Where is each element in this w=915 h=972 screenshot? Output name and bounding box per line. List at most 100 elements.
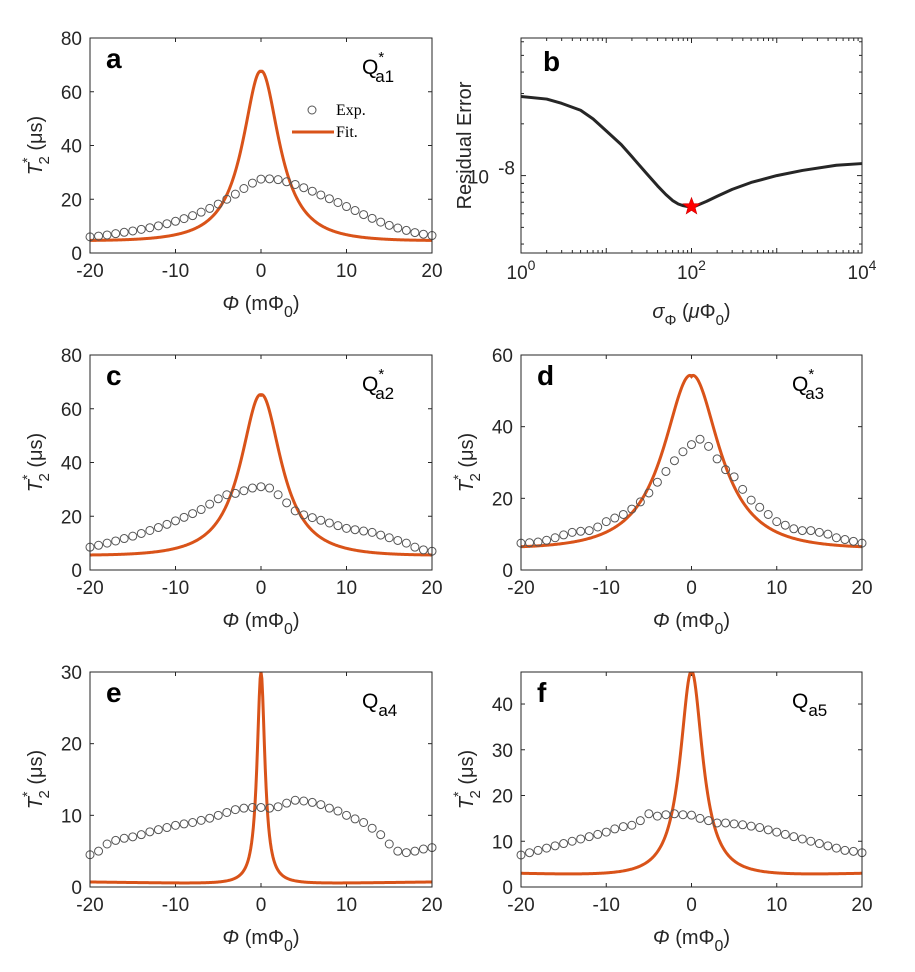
exp-point bbox=[239, 184, 249, 193]
exp-point bbox=[213, 810, 223, 820]
exp-point bbox=[635, 816, 645, 826]
exp-point bbox=[806, 836, 816, 846]
x-axis-label-rest: (mΦ bbox=[239, 927, 284, 949]
exp-point bbox=[367, 213, 377, 223]
exp-point bbox=[205, 813, 215, 823]
exp-point bbox=[584, 832, 594, 842]
qubit-label: Qa5 bbox=[792, 690, 827, 720]
x-axis-label-mu: μ bbox=[688, 301, 700, 323]
exp-point bbox=[669, 809, 679, 819]
y-tick-label: 20 bbox=[61, 507, 82, 528]
exp-point bbox=[384, 533, 394, 543]
exp-point bbox=[652, 477, 662, 487]
legend-fit-label: Fit. bbox=[336, 124, 358, 141]
exp-point bbox=[162, 823, 172, 833]
qubit-label-sub: a3 bbox=[805, 384, 824, 403]
exp-point bbox=[840, 845, 850, 855]
exp-point bbox=[669, 456, 679, 466]
qubit-label-sub: a4 bbox=[378, 701, 397, 720]
exp-point bbox=[687, 440, 696, 450]
exp-point bbox=[247, 483, 257, 493]
x-axis-label-close: ) bbox=[723, 927, 730, 949]
exp-point bbox=[119, 227, 129, 237]
y-axis-label-sub: 2 bbox=[36, 156, 53, 164]
exp-point bbox=[111, 536, 121, 546]
y-axis-label-text: Residual Error bbox=[454, 81, 476, 209]
x-axis-label-close: ) bbox=[293, 293, 300, 315]
exp-point bbox=[359, 818, 369, 827]
exp-point bbox=[179, 512, 189, 522]
exp-point bbox=[618, 822, 628, 832]
y-axis-label-sub: 2 bbox=[467, 790, 484, 798]
exp-point bbox=[119, 534, 129, 544]
exp-point bbox=[687, 810, 696, 820]
exp-point bbox=[542, 535, 552, 545]
exp-point bbox=[384, 839, 394, 849]
exp-point bbox=[712, 454, 722, 464]
panel-letter: e bbox=[106, 677, 122, 708]
y-axis-label-sup: * bbox=[450, 791, 466, 797]
exp-point bbox=[401, 538, 411, 548]
panel-letter: d bbox=[537, 360, 554, 391]
exp-point bbox=[299, 510, 309, 520]
y-axis-label: T*2 (μs) bbox=[19, 750, 53, 809]
exp-point bbox=[282, 177, 292, 187]
exp-point bbox=[840, 535, 850, 545]
x-tick-label: -10 bbox=[162, 261, 189, 282]
exp-point bbox=[393, 223, 403, 233]
exp-point bbox=[755, 502, 765, 512]
panel-letter: f bbox=[537, 677, 547, 708]
exp-point bbox=[401, 225, 411, 235]
exp-point bbox=[401, 848, 411, 858]
exp-point bbox=[307, 186, 317, 196]
y-tick-label: 10 bbox=[468, 168, 489, 189]
exp-point bbox=[797, 834, 807, 844]
plot-frame-c bbox=[89, 354, 433, 571]
legend-fit-text: Fit. bbox=[336, 124, 358, 141]
y-tick-label: 40 bbox=[61, 137, 82, 158]
exp-point bbox=[644, 488, 654, 498]
plot-frame-f bbox=[520, 671, 863, 888]
exp-point bbox=[789, 524, 799, 534]
exp-point bbox=[418, 229, 428, 239]
exp-point bbox=[376, 530, 386, 540]
panel-letter-text: d bbox=[537, 360, 554, 391]
x-tick-label: 10 bbox=[336, 578, 357, 599]
exp-point bbox=[102, 230, 112, 240]
y-tick-label: 10 bbox=[61, 806, 82, 827]
x-tick-label: 20 bbox=[851, 895, 872, 916]
x-axis-label-rest: (mΦ bbox=[239, 610, 284, 632]
y-tick-label: 40 bbox=[492, 695, 513, 716]
exp-point bbox=[550, 841, 560, 851]
qubit-label-sup: * bbox=[378, 366, 384, 383]
y-axis-label-sub: 2 bbox=[36, 473, 53, 481]
exp-point bbox=[350, 814, 360, 824]
exp-point bbox=[196, 505, 206, 515]
y-tick-label: 80 bbox=[61, 29, 82, 50]
exp-point bbox=[273, 175, 283, 185]
y-axis-label-units: (μs) bbox=[456, 433, 478, 473]
exp-point bbox=[814, 527, 824, 537]
exp-point bbox=[559, 530, 569, 540]
exp-point bbox=[678, 810, 688, 820]
x-tick-label: 0 bbox=[256, 895, 267, 916]
y-axis-label-main: T bbox=[25, 478, 47, 492]
x-axis-label-sub: 0 bbox=[715, 938, 724, 955]
exp-point bbox=[823, 529, 833, 539]
exp-point bbox=[230, 189, 240, 199]
exp-point bbox=[111, 229, 121, 239]
y-axis-label-units: (μs) bbox=[25, 116, 47, 156]
x-tick-exp: 4 bbox=[869, 257, 877, 273]
panel-letter: a bbox=[106, 43, 122, 74]
plot-frame-e bbox=[89, 671, 433, 888]
exp-point bbox=[333, 806, 343, 816]
exp-point bbox=[333, 521, 343, 531]
x-axis-label: Φ (mΦ0) bbox=[222, 293, 299, 321]
y-axis-label-sub: 2 bbox=[36, 790, 53, 798]
exp-point bbox=[367, 527, 377, 537]
x-axis-label-sub: 0 bbox=[716, 312, 724, 329]
